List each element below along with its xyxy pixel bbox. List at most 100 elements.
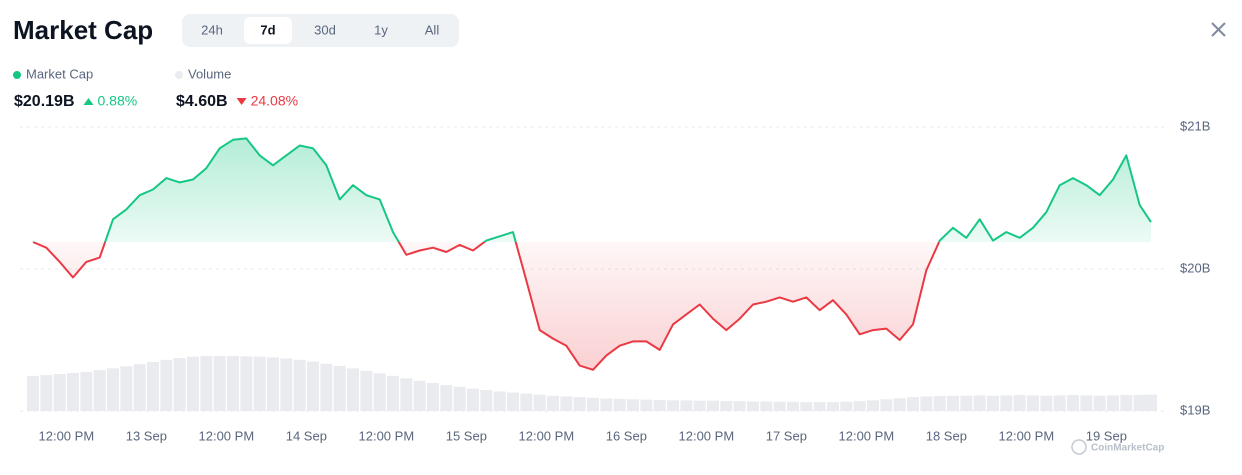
volume-bar xyxy=(387,375,399,411)
volume-bar xyxy=(320,363,333,411)
volume-bar xyxy=(960,395,973,411)
volume-bar xyxy=(80,371,93,411)
volume-bar xyxy=(93,370,106,411)
volume-bar xyxy=(680,400,693,411)
volume-bar xyxy=(120,366,133,411)
volume-bar xyxy=(1067,395,1079,411)
volume-bar xyxy=(1145,394,1157,411)
volume-bar xyxy=(707,400,719,411)
close-button[interactable] xyxy=(1211,22,1226,37)
legend: Market Cap $20.19B 0.88% Volume $4.60B 24.08% xyxy=(13,66,298,110)
line xyxy=(32,137,1152,371)
volume-bar xyxy=(653,399,666,411)
volume-bar xyxy=(280,358,293,411)
x-tick-label: 12:00 PM xyxy=(999,428,1055,443)
volume-bar xyxy=(200,355,213,411)
x-tick-label: 17 Sep xyxy=(766,428,807,443)
legend-dot xyxy=(175,71,183,79)
volume-bar xyxy=(160,359,173,411)
volume-bar xyxy=(587,397,599,411)
summary-value: $4.60B xyxy=(176,93,228,110)
volume-bar xyxy=(1053,395,1066,411)
volume-bar xyxy=(213,355,226,411)
volume-bar xyxy=(613,398,626,411)
volume-bar xyxy=(920,396,933,411)
volume-bar xyxy=(747,401,759,411)
volume-bar xyxy=(67,373,79,411)
volume-bar xyxy=(627,399,639,411)
x-tick-label: 13 Sep xyxy=(126,428,167,443)
y-tick-label: $20B xyxy=(1180,260,1210,275)
volume-bar xyxy=(893,398,906,411)
volume-bar xyxy=(560,396,573,411)
change-value: 0.88% xyxy=(98,93,138,109)
volume-bar xyxy=(573,397,586,411)
volume-bar xyxy=(347,368,359,411)
x-tick-label: 12:00 PM xyxy=(199,428,255,443)
range-tab[interactable]: 1y xyxy=(374,22,388,37)
volume-bar xyxy=(933,396,946,411)
volume-bar xyxy=(800,402,813,411)
volume-bar xyxy=(493,391,506,411)
volume-bar xyxy=(267,357,279,411)
volume-bar xyxy=(1080,395,1093,411)
volume-bar xyxy=(293,359,306,411)
tab-group: 24h 7d 30d 1y All xyxy=(201,17,439,44)
volume-bar xyxy=(53,374,66,411)
legend-label: Market Cap xyxy=(26,66,93,81)
range-tab[interactable]: 7d xyxy=(260,22,275,37)
x-tick-label: 12:00 PM xyxy=(679,428,735,443)
change-arrow xyxy=(83,98,94,105)
x-tick-label: 12:00 PM xyxy=(359,428,415,443)
y-tick-label: $19B xyxy=(1180,402,1210,417)
volume-bar xyxy=(1013,395,1026,411)
volume-bar xyxy=(773,401,786,411)
volume-bar xyxy=(547,395,559,411)
volume-bar xyxy=(253,356,266,411)
summary-value: $20.19B xyxy=(14,93,75,110)
x-tick-label: 16 Sep xyxy=(606,428,647,443)
volume-bar xyxy=(760,401,773,411)
range-tab[interactable]: 24h xyxy=(201,22,223,37)
legend-dot xyxy=(13,71,21,79)
volume-bar xyxy=(880,399,893,411)
volume-bar xyxy=(840,401,853,411)
volume-bar xyxy=(693,400,706,411)
volume-bar xyxy=(520,393,533,411)
volume-bar xyxy=(413,380,426,411)
plot-area: $19B $20B $21B 12:00 PM 13 Sep 12:00 PM 14 Sep… xyxy=(20,118,1210,443)
range-tab[interactable]: All xyxy=(425,22,440,37)
volume-bar xyxy=(720,401,733,411)
volume-bar xyxy=(480,390,493,411)
range-tab[interactable]: 30d xyxy=(314,22,336,37)
volume-bar xyxy=(187,356,199,411)
x-tick-label: 12:00 PM xyxy=(839,428,895,443)
volume-bar xyxy=(307,361,319,411)
volume-bar xyxy=(1120,395,1133,411)
change-arrow xyxy=(236,98,247,105)
volume-bar xyxy=(787,401,799,411)
volume-bar xyxy=(227,355,239,411)
chart-title: Market Cap xyxy=(13,15,153,45)
watermark: CoinMarketCap xyxy=(1071,439,1164,455)
area-fill xyxy=(33,138,1151,370)
volume-bar xyxy=(427,382,439,411)
watermark-text: CoinMarketCap xyxy=(1091,443,1164,454)
volume-bar xyxy=(1133,395,1146,411)
volume-bar xyxy=(867,400,879,411)
volume-bar xyxy=(1027,395,1039,411)
active-tab-bg xyxy=(244,17,292,44)
watermark-logo xyxy=(1071,439,1087,455)
volume-bar xyxy=(507,392,519,411)
volume-bar xyxy=(813,402,826,411)
x-tick-label: 12:00 PM xyxy=(519,428,575,443)
volume-bar xyxy=(360,370,373,411)
volume-bar xyxy=(947,395,959,411)
volume-bar xyxy=(640,399,653,411)
x-tick-label: 18 Sep xyxy=(926,428,967,443)
volume-bar xyxy=(973,395,986,411)
volume-bar xyxy=(667,400,679,411)
volume-bar xyxy=(240,356,253,411)
volume-bar xyxy=(453,386,466,411)
